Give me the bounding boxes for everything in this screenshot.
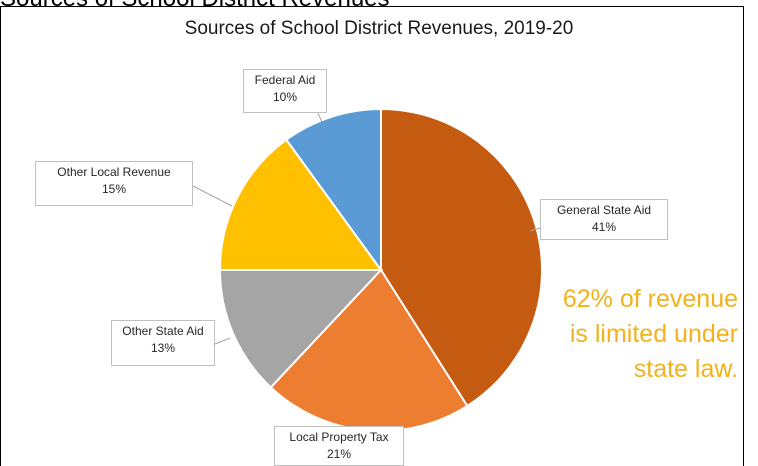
- pie-slice-other-state-aid: [218, 269, 384, 389]
- note-line-1: 62% of revenue: [562, 285, 738, 313]
- slice-label-local-property-tax: Local Property Tax: [289, 430, 389, 444]
- slice-value-other-local-revenue: 15%: [101, 182, 127, 196]
- slice-value-federal-aid: 10%: [272, 90, 298, 104]
- leader-line-other-state-aid: [214, 337, 231, 345]
- chart-title: Sources of School District Revenues, 201…: [184, 18, 574, 39]
- frame-top-border: [0, 6, 744, 7]
- leader-line-general-state-aid: [529, 227, 541, 232]
- leader-line-federal-aid: [317, 112, 323, 123]
- label-local-property-tax: Local Property Tax 21%: [274, 426, 404, 466]
- slice-label-other-state-aid: Other State Aid: [122, 324, 204, 338]
- leader-line-other-local-revenue: [192, 185, 233, 207]
- pie-slice-federal-aid: [284, 107, 382, 274]
- slice-value-local-property-tax: 21%: [326, 447, 352, 461]
- slice-value-other-state-aid: 13%: [150, 341, 176, 355]
- label-federal-aid: Federal Aid 10%: [243, 69, 327, 113]
- revenue-limit-note: 62% of revenue is limited under state la…: [498, 282, 738, 387]
- frame-left-border: [0, 6, 1, 466]
- frame-right-border: [743, 6, 744, 466]
- slice-label-general-state-aid: General State Aid: [556, 203, 652, 217]
- label-general-state-aid: General State Aid 41%: [540, 199, 668, 240]
- label-other-local-revenue: Other Local Revenue 15%: [35, 161, 193, 206]
- slice-value-general-state-aid: 41%: [591, 220, 617, 234]
- slice-label-other-local-revenue: Other Local Revenue: [57, 165, 171, 179]
- note-line-2: is limited under: [569, 320, 738, 348]
- label-other-state-aid: Other State Aid 13%: [111, 320, 215, 366]
- slice-label-federal-aid: Federal Aid: [254, 73, 316, 87]
- note-line-3: state law.: [633, 355, 738, 383]
- pie-slice-other-local-revenue: [218, 138, 383, 271]
